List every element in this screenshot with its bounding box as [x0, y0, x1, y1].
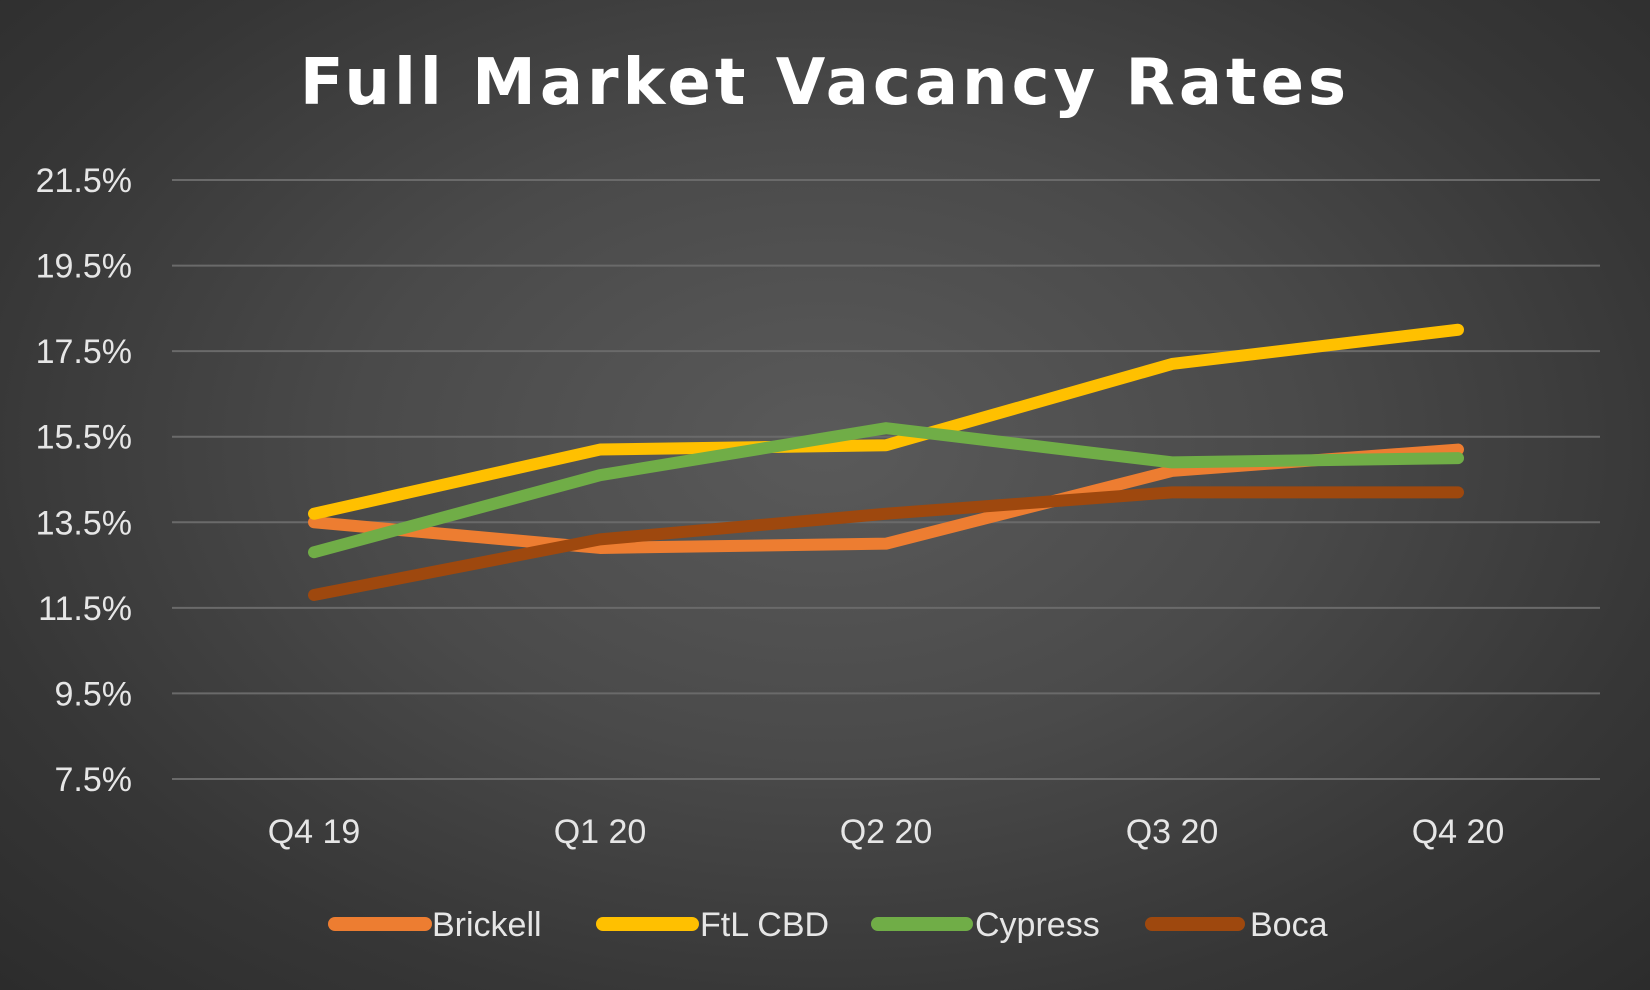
y-tick-label: 19.5%: [36, 248, 132, 286]
series-lines: [314, 330, 1458, 595]
x-tick-label: Q2 20: [840, 813, 933, 851]
x-tick-label: Q1 20: [554, 813, 647, 851]
x-axis-ticks: Q4 19 Q1 20 Q2 20 Q3 20 Q4 20: [268, 813, 1505, 851]
y-tick-label: 11.5%: [38, 590, 132, 628]
gridlines: [172, 180, 1600, 779]
series-line-ftl-cbd: [314, 330, 1458, 514]
chart-title: Full Market Vacancy Rates: [300, 46, 1350, 120]
legend: Brickell FtL CBD Cypress Boca: [335, 906, 1328, 944]
x-tick-label: Q3 20: [1126, 813, 1219, 851]
y-tick-label: 7.5%: [55, 761, 133, 799]
y-tick-label: 17.5%: [36, 333, 132, 371]
legend-label-ftl-cbd: FtL CBD: [700, 906, 829, 944]
y-tick-label: 9.5%: [55, 675, 133, 713]
legend-label-cypress: Cypress: [975, 906, 1100, 944]
y-tick-label: 15.5%: [36, 419, 132, 457]
x-tick-label: Q4 20: [1412, 813, 1505, 851]
legend-label-boca: Boca: [1250, 906, 1328, 944]
legend-label-brickell: Brickell: [432, 906, 542, 944]
y-tick-label: 21.5%: [36, 162, 132, 200]
y-tick-label: 13.5%: [36, 504, 132, 542]
x-tick-label: Q4 19: [268, 813, 361, 851]
y-axis-ticks: 7.5% 9.5% 11.5% 13.5% 15.5% 17.5% 19.5% 21.5%: [36, 162, 132, 799]
